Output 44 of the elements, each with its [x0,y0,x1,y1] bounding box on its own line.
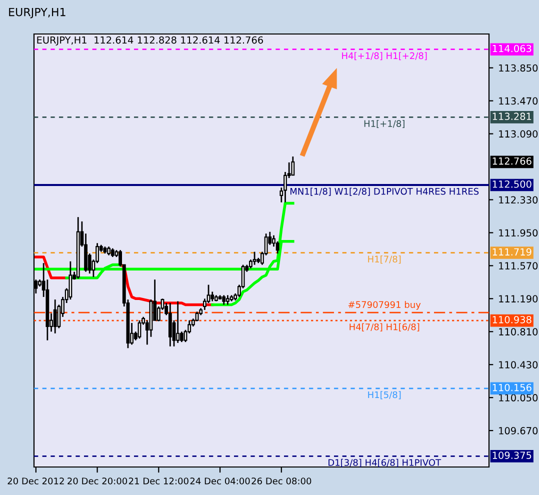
y-tick-label: 111.950 [499,229,538,237]
annotation: D1[3/8] H4[6/8] H1PIVOT [328,458,442,467]
x-tick-label: 20 Dec 2012 [8,478,64,484]
annotation: H4[+1/8] H1[+2/8] [342,52,427,60]
ref-line-label: 113.281 [492,112,532,120]
candlestick [180,330,184,343]
x-tick-label: 24 Dec 04:00 [190,478,250,484]
y-tick-label: 109.670 [499,427,538,434]
candlestick [222,294,226,306]
candlestick [252,251,256,266]
annotation: H4[7/8] H1[6/8] [350,323,420,332]
candlestick [168,302,172,348]
y-tick-label: 110.430 [499,361,538,368]
candlestick [291,156,295,176]
y-tick-label: 111.570 [499,262,538,270]
candlestick [68,260,72,300]
annotation: MN1[1/8] W1[2/8] D1PIVOT H4RES H1RES [290,188,479,196]
ref-line-label: 114.063 [492,44,532,52]
text: 112.766 [492,157,532,165]
annotation: H1[7/8] [368,256,401,264]
y-tick-label: 111.190 [499,295,538,302]
annotation: H1[5/8] [368,391,401,400]
ref-line-label: 109.375 [492,452,532,459]
annotation: #57907991 buy [348,301,421,310]
candlestick [176,300,180,344]
annotation: H1[+1/8] [364,120,404,128]
y-tick-label: 113.090 [499,130,538,138]
candlestick [226,294,230,306]
ref-line-label: 110.938 [492,316,532,324]
ref-line-label: 112.500 [492,180,532,188]
chart-title: EURJPY,H1 [9,8,66,18]
y-tick-label: 112.330 [499,196,538,204]
candlestick [138,320,142,340]
x-tick-label: 20 Dec 20:00 [68,478,128,484]
chart-subtitle: EURJPY,H1 112.614 112.828 112.614 112.766 [37,36,263,46]
x-tick-label: 26 Dec 08:00 [252,478,312,484]
ref-line-label: 110.156 [492,384,532,392]
y-tick-label: 113.470 [499,97,538,105]
ref-line-label: 111.719 [492,248,532,256]
y-tick-label: 110.810 [499,328,538,336]
x-tick-label: 21 Dec 12:00 [128,478,188,484]
candlestick [53,298,57,334]
y-tick-label: 113.850 [499,64,538,72]
candlestick [210,291,214,302]
